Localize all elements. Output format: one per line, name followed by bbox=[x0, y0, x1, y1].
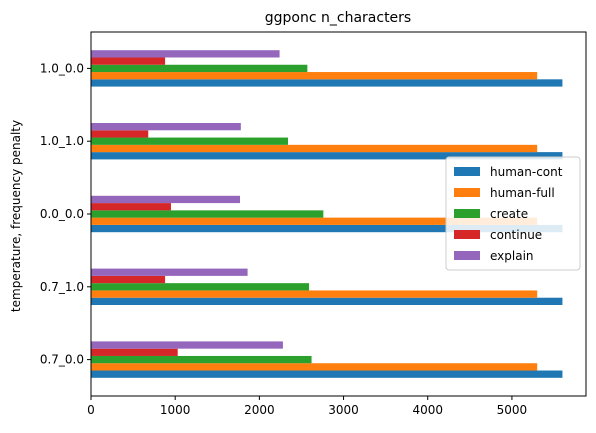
x-tick-label-1000: 1000 bbox=[160, 403, 191, 417]
bar-continue-0.7_0.0 bbox=[91, 348, 178, 356]
y-tick-label-0.0_0.0: 0.0_0.0 bbox=[40, 207, 84, 221]
bar-create-1.0_0.0 bbox=[91, 64, 308, 73]
bar-continue-1.0_0.0 bbox=[91, 57, 166, 65]
bar-human-full-1.0_1.0 bbox=[91, 144, 538, 153]
bar-explain-1.0_0.0 bbox=[91, 50, 280, 58]
bar-human-full-0.7_1.0 bbox=[91, 290, 538, 298]
y-tick-label-1.0_1.0: 1.0_1.0 bbox=[40, 134, 84, 148]
legend-label-human-full: human-full bbox=[490, 186, 555, 200]
bar-continue-0.7_1.0 bbox=[91, 275, 166, 284]
bar-explain-0.7_1.0 bbox=[91, 268, 248, 276]
bar-create-1.0_1.0 bbox=[91, 137, 288, 145]
bar-explain-0.7_0.0 bbox=[91, 341, 283, 349]
bar-create-0.7_1.0 bbox=[91, 283, 310, 291]
bar-human-cont-0.0_0.0 bbox=[91, 224, 563, 233]
y-tick-label-0.7_1.0: 0.7_1.0 bbox=[40, 280, 84, 294]
bar-explain-0.0_0.0 bbox=[91, 195, 241, 204]
legend-swatch-explain bbox=[454, 251, 480, 260]
axes-layer: 0 1000 2000 3000 4000 5000 0.7_0.0 0.7_1.0 0.0_0… bbox=[40, 31, 587, 417]
y-tick-label-1.0_0.0: 1.0_0.0 bbox=[40, 61, 84, 75]
legend-label-create: create bbox=[490, 207, 528, 221]
bar-continue-1.0_1.0 bbox=[91, 130, 149, 138]
bar-human-cont-0.7_1.0 bbox=[91, 297, 563, 305]
chart-title: ggponc n_characters bbox=[265, 10, 411, 26]
bars-layer bbox=[91, 50, 563, 378]
bar-create-0.7_0.0 bbox=[91, 355, 312, 364]
y-tick-label-0.7_0.0: 0.7_0.0 bbox=[40, 353, 84, 367]
bar-explain-1.0_1.0 bbox=[91, 123, 241, 131]
y-axis-label: temperature, frequency penalty bbox=[9, 120, 23, 312]
x-tick-label-0: 0 bbox=[87, 403, 95, 417]
legend-swatch-create bbox=[454, 209, 480, 218]
bar-continue-0.0_0.0 bbox=[91, 203, 171, 211]
bar-human-full-0.0_0.0 bbox=[91, 217, 538, 225]
legend-swatch-human-full bbox=[454, 188, 480, 197]
legend-label-explain: explain bbox=[490, 249, 534, 263]
legend-label-continue: continue bbox=[490, 228, 542, 242]
legend-swatch-continue bbox=[454, 230, 480, 239]
legend: human-cont human-full create continue explai… bbox=[445, 156, 581, 271]
legend-label-human-cont: human-cont bbox=[490, 165, 563, 179]
legend-swatch-human-cont bbox=[454, 167, 480, 176]
bar-human-full-0.7_0.0 bbox=[91, 363, 538, 371]
bar-human-cont-1.0_0.0 bbox=[91, 79, 563, 87]
x-tick-label-3000: 3000 bbox=[328, 403, 359, 417]
x-tick-label-5000: 5000 bbox=[497, 403, 528, 417]
bar-create-0.0_0.0 bbox=[91, 210, 324, 218]
legend-box bbox=[445, 156, 581, 271]
x-tick-label-4000: 4000 bbox=[412, 403, 443, 417]
x-tick-label-2000: 2000 bbox=[244, 403, 275, 417]
bar-human-full-1.0_0.0 bbox=[91, 72, 538, 80]
bar-human-cont-0.7_0.0 bbox=[91, 370, 563, 378]
bar-human-cont-1.0_1.0 bbox=[91, 152, 563, 160]
